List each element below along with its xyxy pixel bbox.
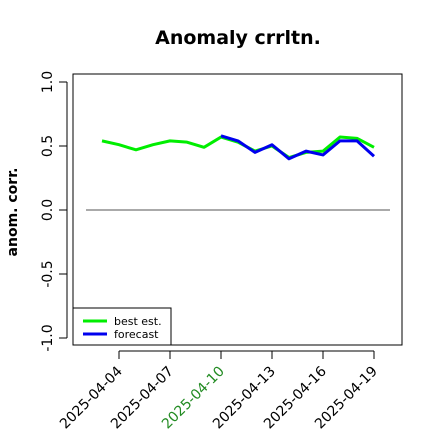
y-axis-label: anom. corr. — [5, 168, 21, 257]
y-tick-label: 0.5 — [40, 135, 56, 157]
legend-label-forecast: forecast — [114, 328, 159, 341]
plot-frame — [72, 73, 403, 346]
chart-title: Anomaly crrltn. — [155, 27, 321, 49]
y-tick-label: 0.0 — [40, 199, 56, 221]
series-layer — [101, 134, 376, 161]
axes-layer: -1.0-0.50.00.51.02025-04-042025-04-07202… — [40, 71, 381, 433]
legend-box — [72, 307, 172, 346]
legend-label-best-est: best est. — [114, 315, 162, 328]
series-line-forecast — [220, 134, 376, 161]
y-tick-label: 1.0 — [40, 71, 56, 93]
y-tick-label: -1.0 — [40, 324, 56, 351]
legend: best est. forecast — [72, 307, 172, 346]
y-tick-label: -0.5 — [40, 260, 56, 287]
